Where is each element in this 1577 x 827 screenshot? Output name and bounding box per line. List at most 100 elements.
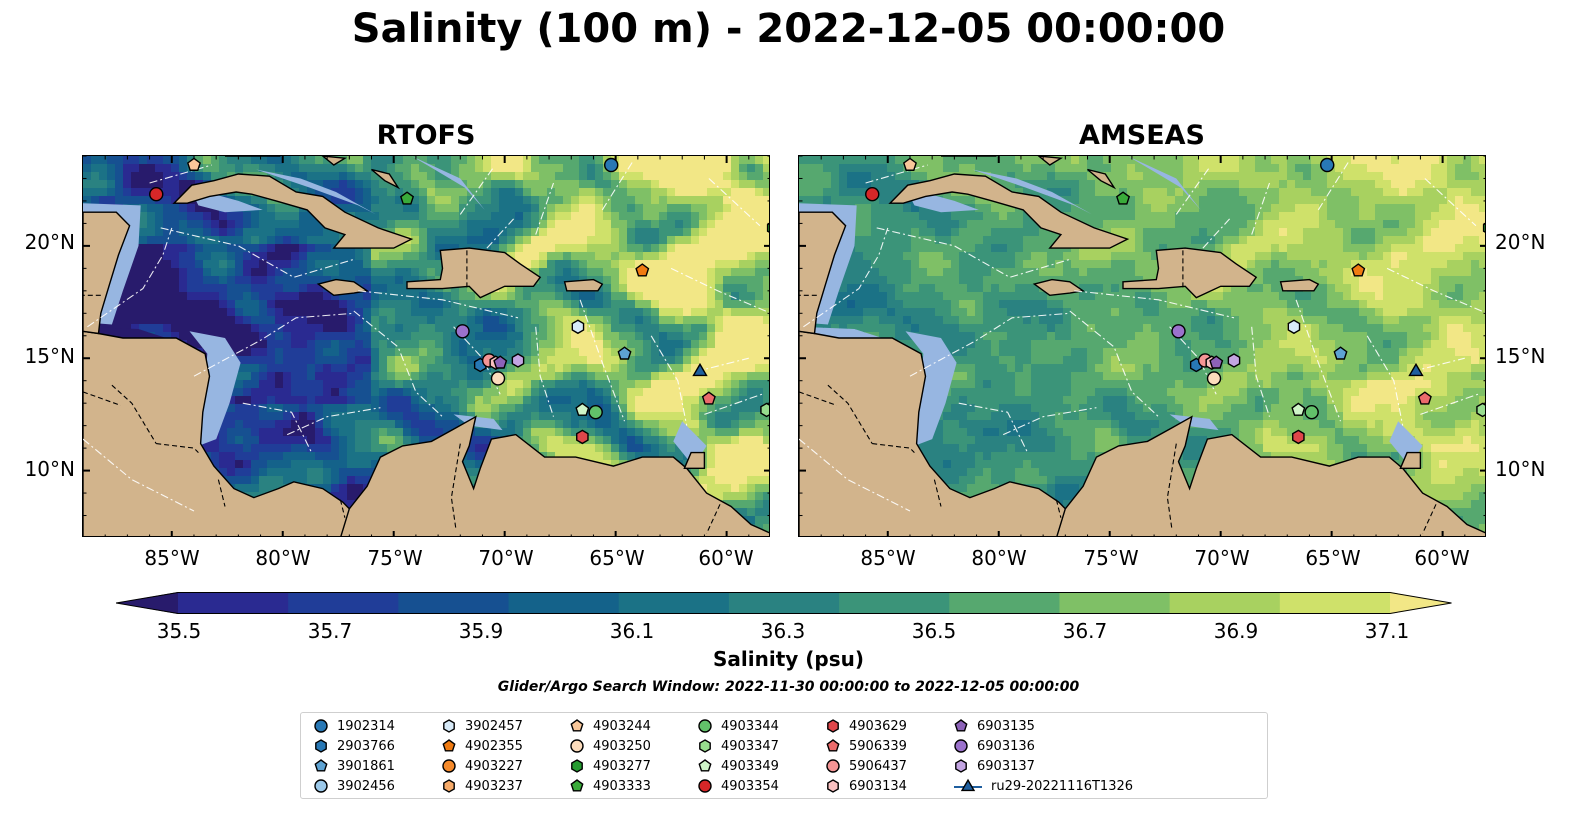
legend: 1902314 2903766 3901861 3902456 3902457 49023… — [300, 712, 1268, 799]
marker-6903136[interactable] — [1171, 324, 1186, 339]
marker-3902457[interactable] — [571, 319, 585, 335]
legend-marker[interactable] — [826, 739, 840, 752]
marker-1902314[interactable] — [1320, 157, 1335, 173]
legend-marker[interactable] — [570, 779, 584, 792]
colorbar-segment — [288, 592, 399, 614]
country-border — [1166, 443, 1177, 530]
marker-1902314[interactable] — [604, 157, 619, 173]
marker-4903333[interactable] — [1116, 191, 1131, 205]
marker-4903629[interactable] — [1292, 429, 1305, 445]
legend-marker[interactable] — [570, 739, 584, 753]
colorbar-segment — [508, 592, 620, 614]
legend-item-ru29-20221116T1326: ru29-20221116T1326 — [953, 776, 1133, 796]
marker-4903354[interactable] — [149, 187, 164, 202]
legend-item-3902456: 3902456 — [313, 776, 395, 796]
panel-title-amseas: AMSEAS — [1079, 120, 1205, 151]
marker-6903136[interactable] — [455, 324, 470, 339]
marker-6903135[interactable] — [493, 355, 508, 369]
marker-4903349[interactable] — [575, 402, 590, 416]
country-border — [339, 499, 346, 518]
marker-4903354[interactable] — [865, 187, 880, 202]
legend-marker[interactable] — [443, 719, 455, 733]
country-border — [217, 479, 226, 507]
marker-4903347[interactable] — [1476, 402, 1486, 418]
colorbar-segment — [839, 592, 950, 614]
legend-marker[interactable] — [955, 759, 967, 773]
legend-marker[interactable] — [442, 759, 456, 773]
marker-6903137[interactable] — [511, 353, 525, 368]
marker-4903629[interactable] — [576, 429, 589, 445]
circle-icon — [314, 719, 328, 733]
legend-item-3901861: 3901861 — [313, 756, 395, 776]
marker-4902355[interactable] — [1351, 263, 1366, 277]
marker-4903349[interactable] — [1291, 402, 1306, 416]
legend-marker[interactable] — [314, 779, 328, 793]
marker-4903344[interactable] — [588, 404, 603, 420]
eez-boundary — [535, 182, 555, 235]
country-border — [1422, 504, 1437, 534]
legend-marker[interactable] — [698, 719, 712, 733]
legend-label: 4903347 — [721, 738, 779, 754]
legend-marker[interactable] — [443, 779, 455, 793]
colorbar-segment — [1169, 592, 1281, 614]
eez-boundary — [695, 357, 749, 373]
colorbar-label: Salinity (psu) — [712, 647, 864, 671]
legend-marker[interactable] — [698, 759, 712, 772]
legend-marker[interactable] — [827, 779, 839, 793]
legend-marker[interactable] — [954, 719, 968, 732]
marker-4903277[interactable] — [766, 221, 770, 234]
marker-5906339[interactable] — [1417, 391, 1432, 405]
legend-marker[interactable] — [698, 779, 712, 793]
marker-ru29-20221116T1326[interactable] — [692, 362, 708, 377]
map-canvas — [799, 156, 1486, 536]
triangle-icon — [954, 778, 982, 792]
marker-4903347[interactable] — [760, 402, 770, 418]
legend-marker[interactable] — [314, 719, 328, 733]
marker-4903344[interactable] — [1304, 404, 1319, 420]
legend-marker[interactable] — [571, 759, 583, 773]
marker-3902457[interactable] — [1287, 319, 1301, 335]
marker-4903277[interactable] — [1482, 221, 1486, 234]
lat-tick-right-15n: 15°N — [1495, 344, 1546, 368]
eez-boundary — [670, 267, 769, 314]
legend-marker[interactable] — [827, 719, 839, 733]
hexagon-icon — [955, 759, 967, 773]
legend-marker[interactable] — [954, 739, 968, 753]
map-rtofs[interactable] — [82, 155, 770, 537]
legend-marker[interactable] — [699, 739, 711, 753]
marker-6903135[interactable] — [1209, 355, 1224, 369]
marker-4902355[interactable] — [635, 263, 650, 277]
legend-item-6903136: 6903136 — [953, 736, 1035, 756]
legend-marker[interactable] — [960, 778, 976, 792]
land-yucatan — [799, 211, 847, 335]
marker-4903244[interactable] — [902, 157, 917, 171]
eez-boundary — [704, 393, 763, 415]
hexagon-icon — [443, 719, 455, 733]
marker-4903244[interactable] — [186, 157, 201, 171]
legend-item-6903135: 6903135 — [953, 716, 1035, 736]
legend-marker[interactable] — [826, 759, 840, 773]
eez-boundary — [83, 438, 195, 512]
pentagon-icon — [698, 759, 712, 772]
legend-marker[interactable] — [315, 739, 327, 753]
marker-4903250[interactable] — [490, 371, 506, 386]
legend-item-4903349: 4903349 — [697, 756, 779, 776]
marker-4903250[interactable] — [1206, 371, 1222, 386]
pentagon-icon — [570, 719, 584, 732]
colorbar-segment — [949, 592, 1060, 614]
marker-6903137[interactable] — [1227, 353, 1241, 368]
marker-5906339[interactable] — [701, 391, 716, 405]
marker-3901861[interactable] — [1333, 346, 1348, 360]
marker-3901861[interactable] — [617, 346, 632, 360]
colorbar-tick-36-3: 36.3 — [760, 619, 806, 643]
eez-boundary — [87, 227, 173, 328]
legend-marker[interactable] — [314, 759, 328, 772]
eez-boundary — [799, 438, 911, 512]
legend-marker[interactable] — [570, 719, 584, 732]
map-amseas[interactable] — [798, 155, 1486, 537]
marker-ru29-20221116T1326[interactable] — [1408, 362, 1424, 377]
legend-marker[interactable] — [442, 739, 456, 752]
marker-4903333[interactable] — [400, 191, 415, 205]
legend-label: 6903135 — [977, 718, 1035, 734]
lat-tick-right-10n: 10°N — [1495, 457, 1546, 481]
